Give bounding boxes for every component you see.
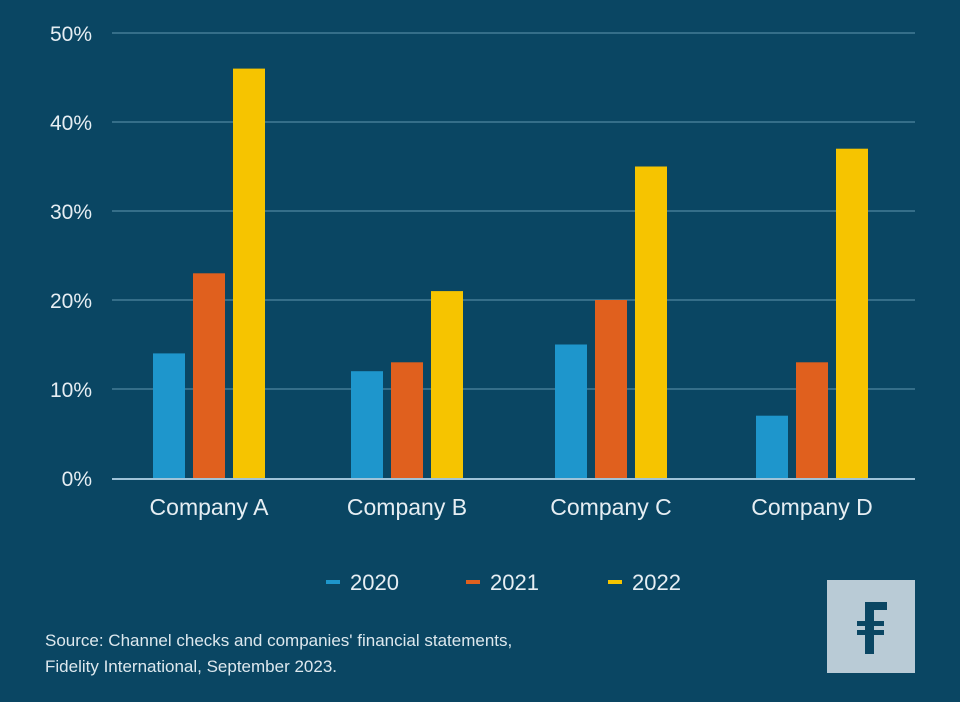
legend-label-2021: 2021 xyxy=(490,570,539,595)
y-tick-label: 30% xyxy=(50,201,92,224)
y-tick-label: 50% xyxy=(50,23,92,46)
x-tick-label: Company A xyxy=(150,494,270,520)
y-tick-label: 0% xyxy=(62,468,92,491)
source-note: Source: Channel checks and companies' fi… xyxy=(45,628,512,680)
gridlines xyxy=(112,32,915,390)
logo-glyph xyxy=(857,602,887,654)
x-tick-label: Company C xyxy=(550,494,671,520)
bar-company-d-2021 xyxy=(796,362,828,478)
fidelity-logo-icon xyxy=(827,580,915,673)
bar-company-b-2022 xyxy=(431,291,463,478)
legend-label-2020: 2020 xyxy=(350,570,399,595)
bar-company-d-2020 xyxy=(756,415,788,478)
legend-swatch-2021 xyxy=(466,580,480,584)
y-axis-ticks: 0% 10% 20% 30% 40% 50% xyxy=(50,23,92,491)
bar-chart: 0%10%20%30%40%50% Company A Company B Comp… xyxy=(50,23,915,595)
y-tick-label: 40% xyxy=(50,112,92,135)
bar-company-c-2022 xyxy=(635,166,667,478)
bar-company-a-2021 xyxy=(193,273,225,478)
bar-company-c-2021 xyxy=(595,300,627,478)
x-tick-label: Company B xyxy=(347,494,467,520)
legend-swatch-2020 xyxy=(326,580,340,584)
legend-label-2022: 2022 xyxy=(632,570,681,595)
source-line-1: Source: Channel checks and companies' fi… xyxy=(45,631,513,650)
y-tick-label: 20% xyxy=(50,290,92,313)
bar-company-d-2022 xyxy=(836,148,868,478)
bar-company-c-2020 xyxy=(555,344,587,478)
bar-company-a-2022 xyxy=(233,68,265,478)
x-axis: Company A Company B Company C Company D xyxy=(112,478,915,520)
y-tick-label: 10% xyxy=(50,379,92,402)
bars xyxy=(153,68,868,478)
x-tick-label: Company D xyxy=(751,494,872,520)
bar-company-b-2021 xyxy=(391,362,423,478)
bar-company-b-2020 xyxy=(351,371,383,478)
legend: 2020 2021 2022 xyxy=(326,570,681,595)
source-line-2: Fidelity International, September 2023. xyxy=(45,657,338,676)
bar-company-a-2020 xyxy=(153,353,185,478)
legend-swatch-2022 xyxy=(608,580,622,584)
